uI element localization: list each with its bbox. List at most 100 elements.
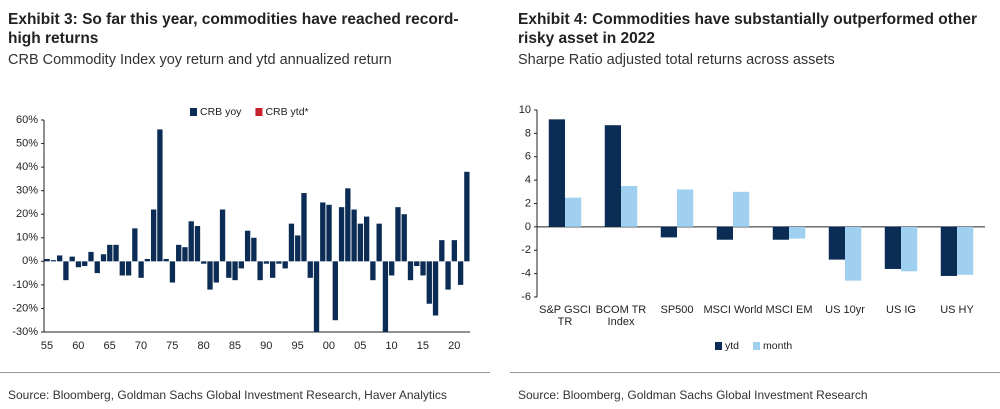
y-tick-label: 50% (16, 137, 38, 149)
bar (75, 261, 82, 268)
bar (604, 125, 621, 227)
bar (50, 260, 57, 262)
bar (138, 261, 144, 278)
bar (426, 261, 432, 304)
bar (772, 226, 789, 240)
bar (401, 214, 407, 262)
x-tick-label: US IG (886, 304, 916, 316)
bar (94, 261, 100, 274)
y-tick-label: 0 (525, 221, 531, 233)
x-tick-label: 85 (229, 340, 241, 352)
bar (451, 240, 458, 262)
bar (282, 261, 288, 269)
x-tick-label-box: MSCI EM (765, 304, 812, 316)
x-tick-label: 75 (166, 340, 178, 352)
bar (345, 188, 351, 262)
bar (288, 223, 295, 262)
bar (88, 251, 94, 262)
bar (439, 240, 445, 262)
bar (432, 261, 439, 316)
bar (420, 261, 426, 276)
bar (357, 223, 364, 262)
subtitle: CRB Commodity Index yoy return and ytd a… (8, 52, 392, 68)
y-tick-label: 0% (22, 255, 38, 267)
source: Source: Bloomberg, Goldman Sachs Global … (8, 388, 447, 402)
bar (414, 261, 420, 267)
legend-swatch (715, 342, 722, 350)
y-tick-label: 10 (519, 104, 531, 116)
bar (295, 235, 301, 262)
bar (351, 209, 357, 262)
legend-label: CRB ytd* (265, 106, 308, 118)
source: Source: Bloomberg, Goldman Sachs Global … (518, 388, 868, 402)
x-tick-label: 05 (354, 340, 366, 352)
bar (621, 185, 638, 227)
bar (276, 261, 282, 264)
x-tick-label: 15 (417, 340, 429, 352)
bars (548, 119, 974, 281)
bar (251, 237, 257, 262)
rule (0, 372, 490, 373)
x-tick-label: BCOM TR Index (595, 304, 647, 328)
bar (845, 226, 862, 281)
x-tick-label-box: SP500 (660, 304, 694, 316)
bar (957, 226, 974, 275)
y-tick-label: 40% (16, 161, 38, 173)
bar (338, 207, 345, 262)
bar (107, 244, 113, 262)
bar (188, 221, 194, 262)
x-tick-label: 95 (291, 340, 303, 352)
bar (56, 255, 63, 262)
y-tick-label: 10% (16, 232, 38, 244)
bar (901, 226, 918, 272)
x-tick-label: US 10yr (825, 304, 865, 316)
bar (828, 226, 845, 260)
y-tick-label: 20% (16, 208, 38, 220)
bar (326, 204, 332, 262)
x-tick-label: 80 (197, 340, 209, 352)
bar (565, 197, 582, 227)
panel: Exhibit 4: Commodities have substantiall… (510, 0, 1000, 409)
bars (44, 129, 470, 332)
bar (548, 119, 565, 227)
bar (169, 261, 176, 283)
x-tick-label: 65 (104, 340, 116, 352)
x-tick-label: S&P GSCI TR (539, 304, 591, 328)
bar (201, 261, 207, 264)
bar (157, 129, 163, 262)
bar (100, 254, 107, 262)
bar (194, 226, 201, 262)
bar (716, 226, 733, 240)
panel: Exhibit 3: So far this year, commodities… (0, 0, 490, 409)
x-tick-label-box: US IG (886, 304, 916, 316)
bar (232, 261, 238, 281)
x-tick-label: 70 (135, 340, 147, 352)
bar (464, 171, 470, 262)
bar (125, 261, 132, 276)
bar (44, 258, 50, 262)
bar (119, 261, 125, 276)
bar (69, 256, 75, 262)
title: Exhibit 4: Commodities have substantiall… (518, 11, 978, 47)
y-tick-label: 60% (16, 114, 38, 126)
x-tick-label: MSCI World (703, 304, 763, 316)
bar (219, 209, 226, 262)
bar (363, 216, 370, 262)
bar (940, 226, 957, 276)
bar (332, 261, 338, 321)
title: Exhibit 3: So far this year, commodities… (8, 11, 459, 47)
bar (82, 261, 88, 267)
bar (263, 261, 270, 264)
bar (269, 261, 276, 278)
bar (407, 261, 414, 281)
bar (733, 191, 750, 227)
x-tick-label: SP500 (660, 304, 694, 316)
y-tick-label: -30% (12, 326, 38, 338)
bar (182, 247, 188, 262)
bar (370, 261, 376, 281)
y-tick-label: -20% (12, 302, 38, 314)
legend-swatch (190, 108, 197, 116)
bar (63, 261, 69, 281)
bar (226, 261, 232, 278)
bar (113, 244, 119, 262)
